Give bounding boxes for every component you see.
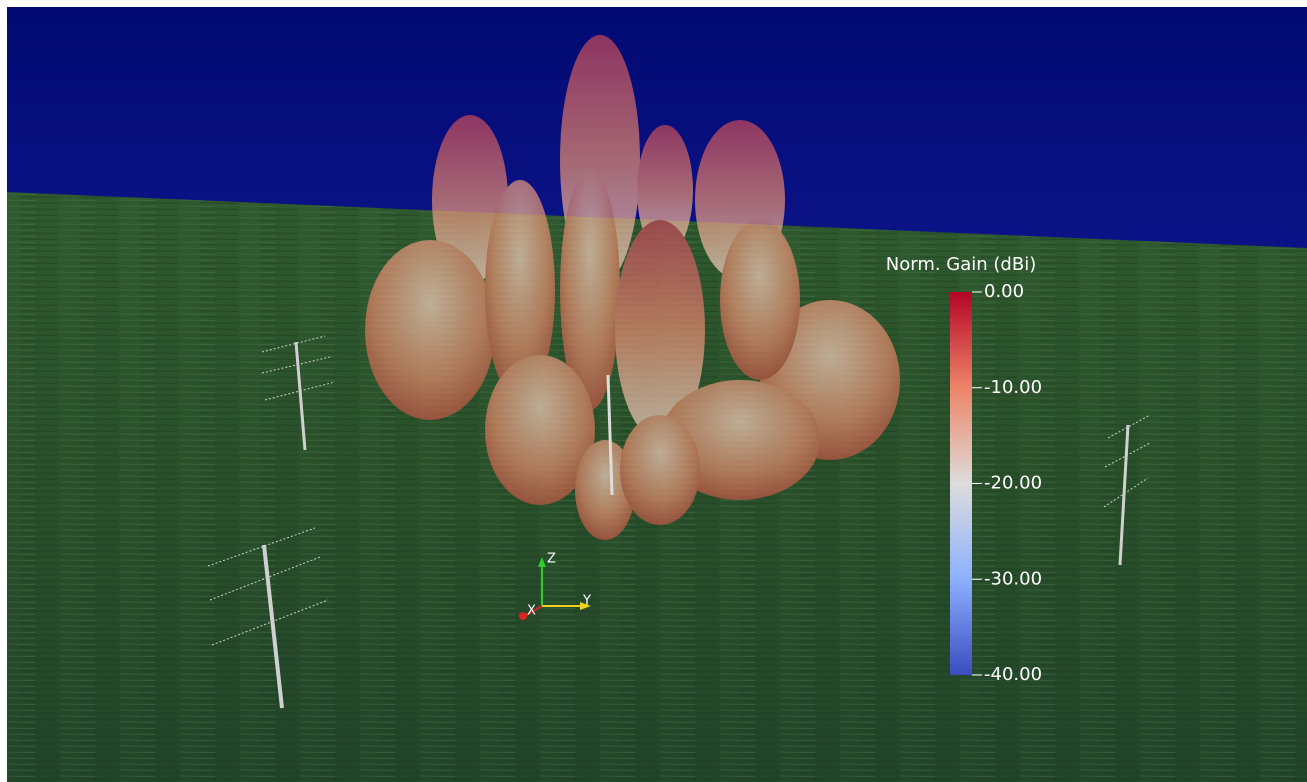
axes-triad: Z Y X [519,552,591,620]
tick-label: -20.00 [984,473,1042,494]
center-antenna [606,374,614,496]
antenna-left-near [207,527,329,709]
z-label: Z [547,552,556,567]
tick-label: -10.00 [984,377,1042,398]
tick-label: -30.00 [984,568,1042,589]
antenna-right [1103,414,1151,566]
radiation-pattern [365,35,900,540]
tick-label: -40.00 [984,664,1042,685]
legend-title: Norm. Gain (dBi) [886,254,1036,275]
tick-label: 0.00 [984,281,1024,302]
x-axis [524,605,543,617]
antenna-left-far [261,335,336,451]
color-legend: Norm. Gain (dBi) 0.00 -10.00 -20.00 -30.00 -… [886,254,1042,685]
x-label: X [527,604,536,619]
y-label: Y [582,594,591,609]
color-bar [950,292,972,675]
